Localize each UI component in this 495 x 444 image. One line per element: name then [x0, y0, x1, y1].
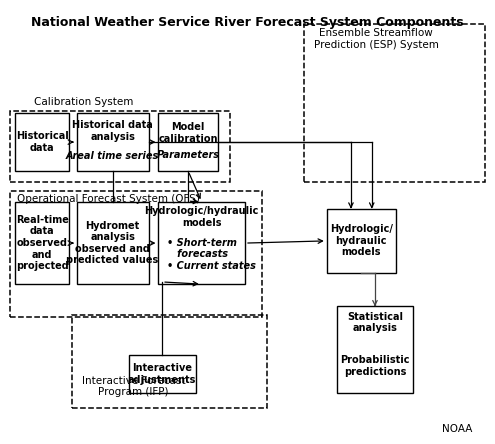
Bar	[15, 202, 69, 284]
Text: Hydrologic/
hydraulic
models: Hydrologic/ hydraulic models	[330, 224, 393, 258]
Bar	[158, 113, 218, 171]
Text: Historical data
analysis: Historical data analysis	[72, 120, 153, 142]
Text: Real-time
data
observed
and
projected: Real-time data observed and projected	[16, 215, 68, 271]
Bar	[337, 306, 413, 393]
Text: Ensemble Streamflow
Prediction (ESP) System: Ensemble Streamflow Prediction (ESP) Sys…	[314, 28, 439, 50]
Text: • Short-term
   forecasts
• Current states: • Short-term forecasts • Current states	[167, 238, 256, 271]
Text: National Weather Service River Forecast System Components: National Weather Service River Forecast …	[31, 16, 464, 28]
Bar	[158, 202, 245, 284]
Bar	[10, 191, 262, 317]
Bar	[72, 315, 267, 408]
Bar	[15, 113, 69, 171]
Text: Parameters: Parameters	[156, 151, 220, 160]
Bar	[10, 111, 230, 182]
Text: Interactive
adjustments: Interactive adjustments	[128, 363, 197, 385]
Text: Operational Forecast System (OFS): Operational Forecast System (OFS)	[17, 194, 200, 205]
Bar	[77, 113, 148, 171]
Text: Calibration System: Calibration System	[35, 97, 134, 107]
Text: Model
calibration: Model calibration	[158, 123, 218, 144]
Bar	[327, 209, 396, 273]
Text: Interactive Forecast
Program (IFP): Interactive Forecast Program (IFP)	[82, 376, 186, 397]
Text: Hydromet
analysis
observed and
predicted values: Hydromet analysis observed and predicted…	[66, 221, 159, 266]
Text: NOAA: NOAA	[443, 424, 473, 434]
Text: Hydrologic/hydraulic
models: Hydrologic/hydraulic models	[145, 206, 259, 228]
Text: Probabilistic
predictions: Probabilistic predictions	[340, 355, 410, 377]
Bar	[77, 202, 148, 284]
Bar	[129, 355, 196, 393]
Text: Statistical
analysis: Statistical analysis	[347, 312, 403, 333]
Text: Areal time series: Areal time series	[66, 151, 159, 161]
Text: Historical
data: Historical data	[16, 131, 68, 153]
Bar	[304, 24, 485, 182]
